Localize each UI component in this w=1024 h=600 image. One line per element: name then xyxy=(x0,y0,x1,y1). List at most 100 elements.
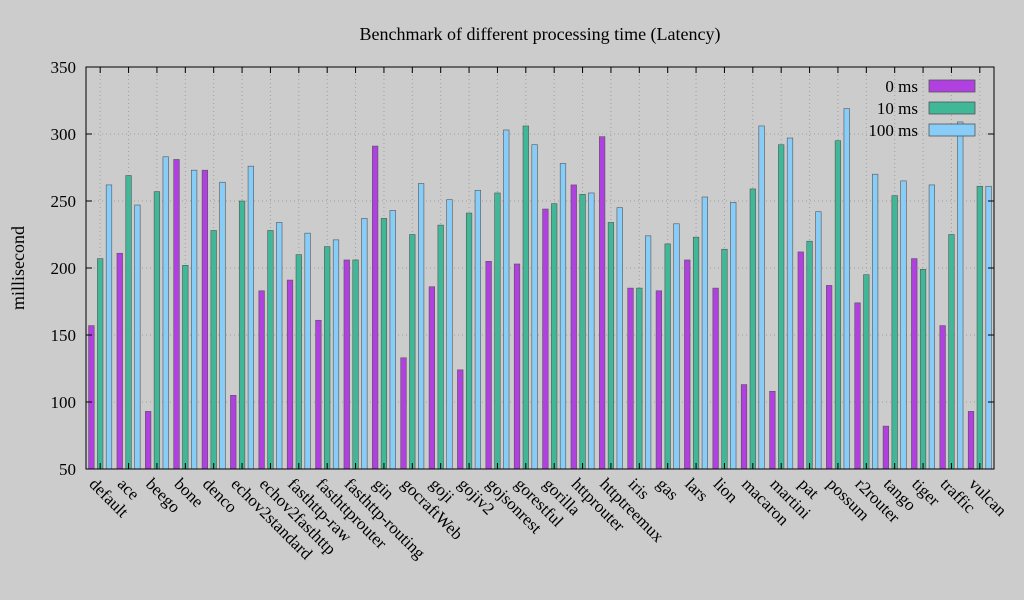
bar xyxy=(352,259,359,470)
bar xyxy=(559,163,567,470)
x-tick-label: lion xyxy=(710,474,742,506)
bar xyxy=(295,254,302,470)
y-tick-label: 250 xyxy=(51,192,77,211)
bar xyxy=(721,248,728,470)
bar xyxy=(769,390,776,470)
bar xyxy=(173,159,180,470)
bar xyxy=(985,185,992,470)
bar xyxy=(616,207,623,470)
bar xyxy=(513,263,521,470)
bar xyxy=(258,290,265,470)
bar xyxy=(843,108,850,470)
bar xyxy=(692,236,700,470)
bar xyxy=(332,239,340,470)
legend-label: 0 ms xyxy=(885,77,918,96)
bar xyxy=(607,222,615,470)
bar xyxy=(551,203,558,470)
bar xyxy=(145,411,152,470)
bar xyxy=(201,169,208,470)
bar xyxy=(267,230,274,470)
bar xyxy=(749,188,756,470)
bar xyxy=(645,235,652,470)
bar xyxy=(730,202,737,470)
bar xyxy=(815,211,822,470)
bar xyxy=(919,269,927,470)
chart-title: Benchmark of different processing time (… xyxy=(359,24,720,45)
bar xyxy=(531,144,538,470)
bar xyxy=(191,169,198,470)
legend-swatch xyxy=(928,101,976,115)
bar xyxy=(343,259,350,470)
bar xyxy=(230,394,237,470)
bar xyxy=(485,260,492,470)
bar xyxy=(522,125,529,470)
bar xyxy=(372,145,379,470)
bar xyxy=(872,173,879,470)
bar xyxy=(939,325,946,470)
bar xyxy=(976,185,983,470)
bar xyxy=(655,290,662,470)
bar xyxy=(437,224,444,470)
bar xyxy=(826,285,833,470)
x-tick-label: lars xyxy=(681,474,712,505)
legend-label: 100 ms xyxy=(868,121,918,140)
bar xyxy=(834,140,842,470)
bar xyxy=(400,357,407,470)
bar xyxy=(219,181,226,470)
bar xyxy=(786,137,794,470)
y-tick-label: 50 xyxy=(59,460,76,479)
bar xyxy=(797,251,804,470)
bar xyxy=(503,129,510,470)
bar xyxy=(588,192,595,470)
bar xyxy=(570,184,577,470)
bar xyxy=(361,218,368,470)
legend-label: 10 ms xyxy=(877,99,918,118)
bar xyxy=(116,252,123,470)
bar xyxy=(863,274,870,470)
bar xyxy=(286,279,294,470)
bar xyxy=(712,287,719,470)
bar xyxy=(758,125,765,470)
y-tick-label: 200 xyxy=(51,259,77,278)
bar xyxy=(238,200,246,470)
bar xyxy=(948,234,955,470)
bar xyxy=(88,325,95,470)
bar xyxy=(891,195,898,470)
bar xyxy=(474,189,481,470)
y-tick-label: 350 xyxy=(51,58,77,77)
bar xyxy=(418,183,425,470)
bar xyxy=(911,258,918,470)
bar xyxy=(701,196,708,470)
bar xyxy=(380,218,388,470)
legend-swatch xyxy=(928,123,976,137)
bar xyxy=(664,243,671,470)
bar xyxy=(153,191,161,470)
y-axis-label: millisecond xyxy=(8,226,28,310)
bar xyxy=(465,212,473,470)
bar xyxy=(304,232,311,470)
bar xyxy=(446,199,453,470)
bar xyxy=(967,411,975,470)
bar xyxy=(97,258,104,470)
bar xyxy=(324,246,331,470)
bar xyxy=(247,165,254,470)
legend-swatch xyxy=(928,79,976,93)
bar xyxy=(778,144,785,470)
bar xyxy=(315,319,322,470)
bar xyxy=(882,425,889,470)
bar xyxy=(627,287,634,470)
bar xyxy=(542,208,549,470)
bar xyxy=(579,194,586,470)
bar xyxy=(494,192,501,470)
bar xyxy=(182,265,189,470)
bar xyxy=(105,184,113,470)
bar xyxy=(409,234,416,470)
y-tick-label: 300 xyxy=(51,125,77,144)
bar xyxy=(389,210,396,470)
bar xyxy=(673,223,680,470)
bar xyxy=(134,204,141,470)
bar xyxy=(636,287,643,470)
bar xyxy=(740,384,748,470)
bar xyxy=(125,175,132,470)
